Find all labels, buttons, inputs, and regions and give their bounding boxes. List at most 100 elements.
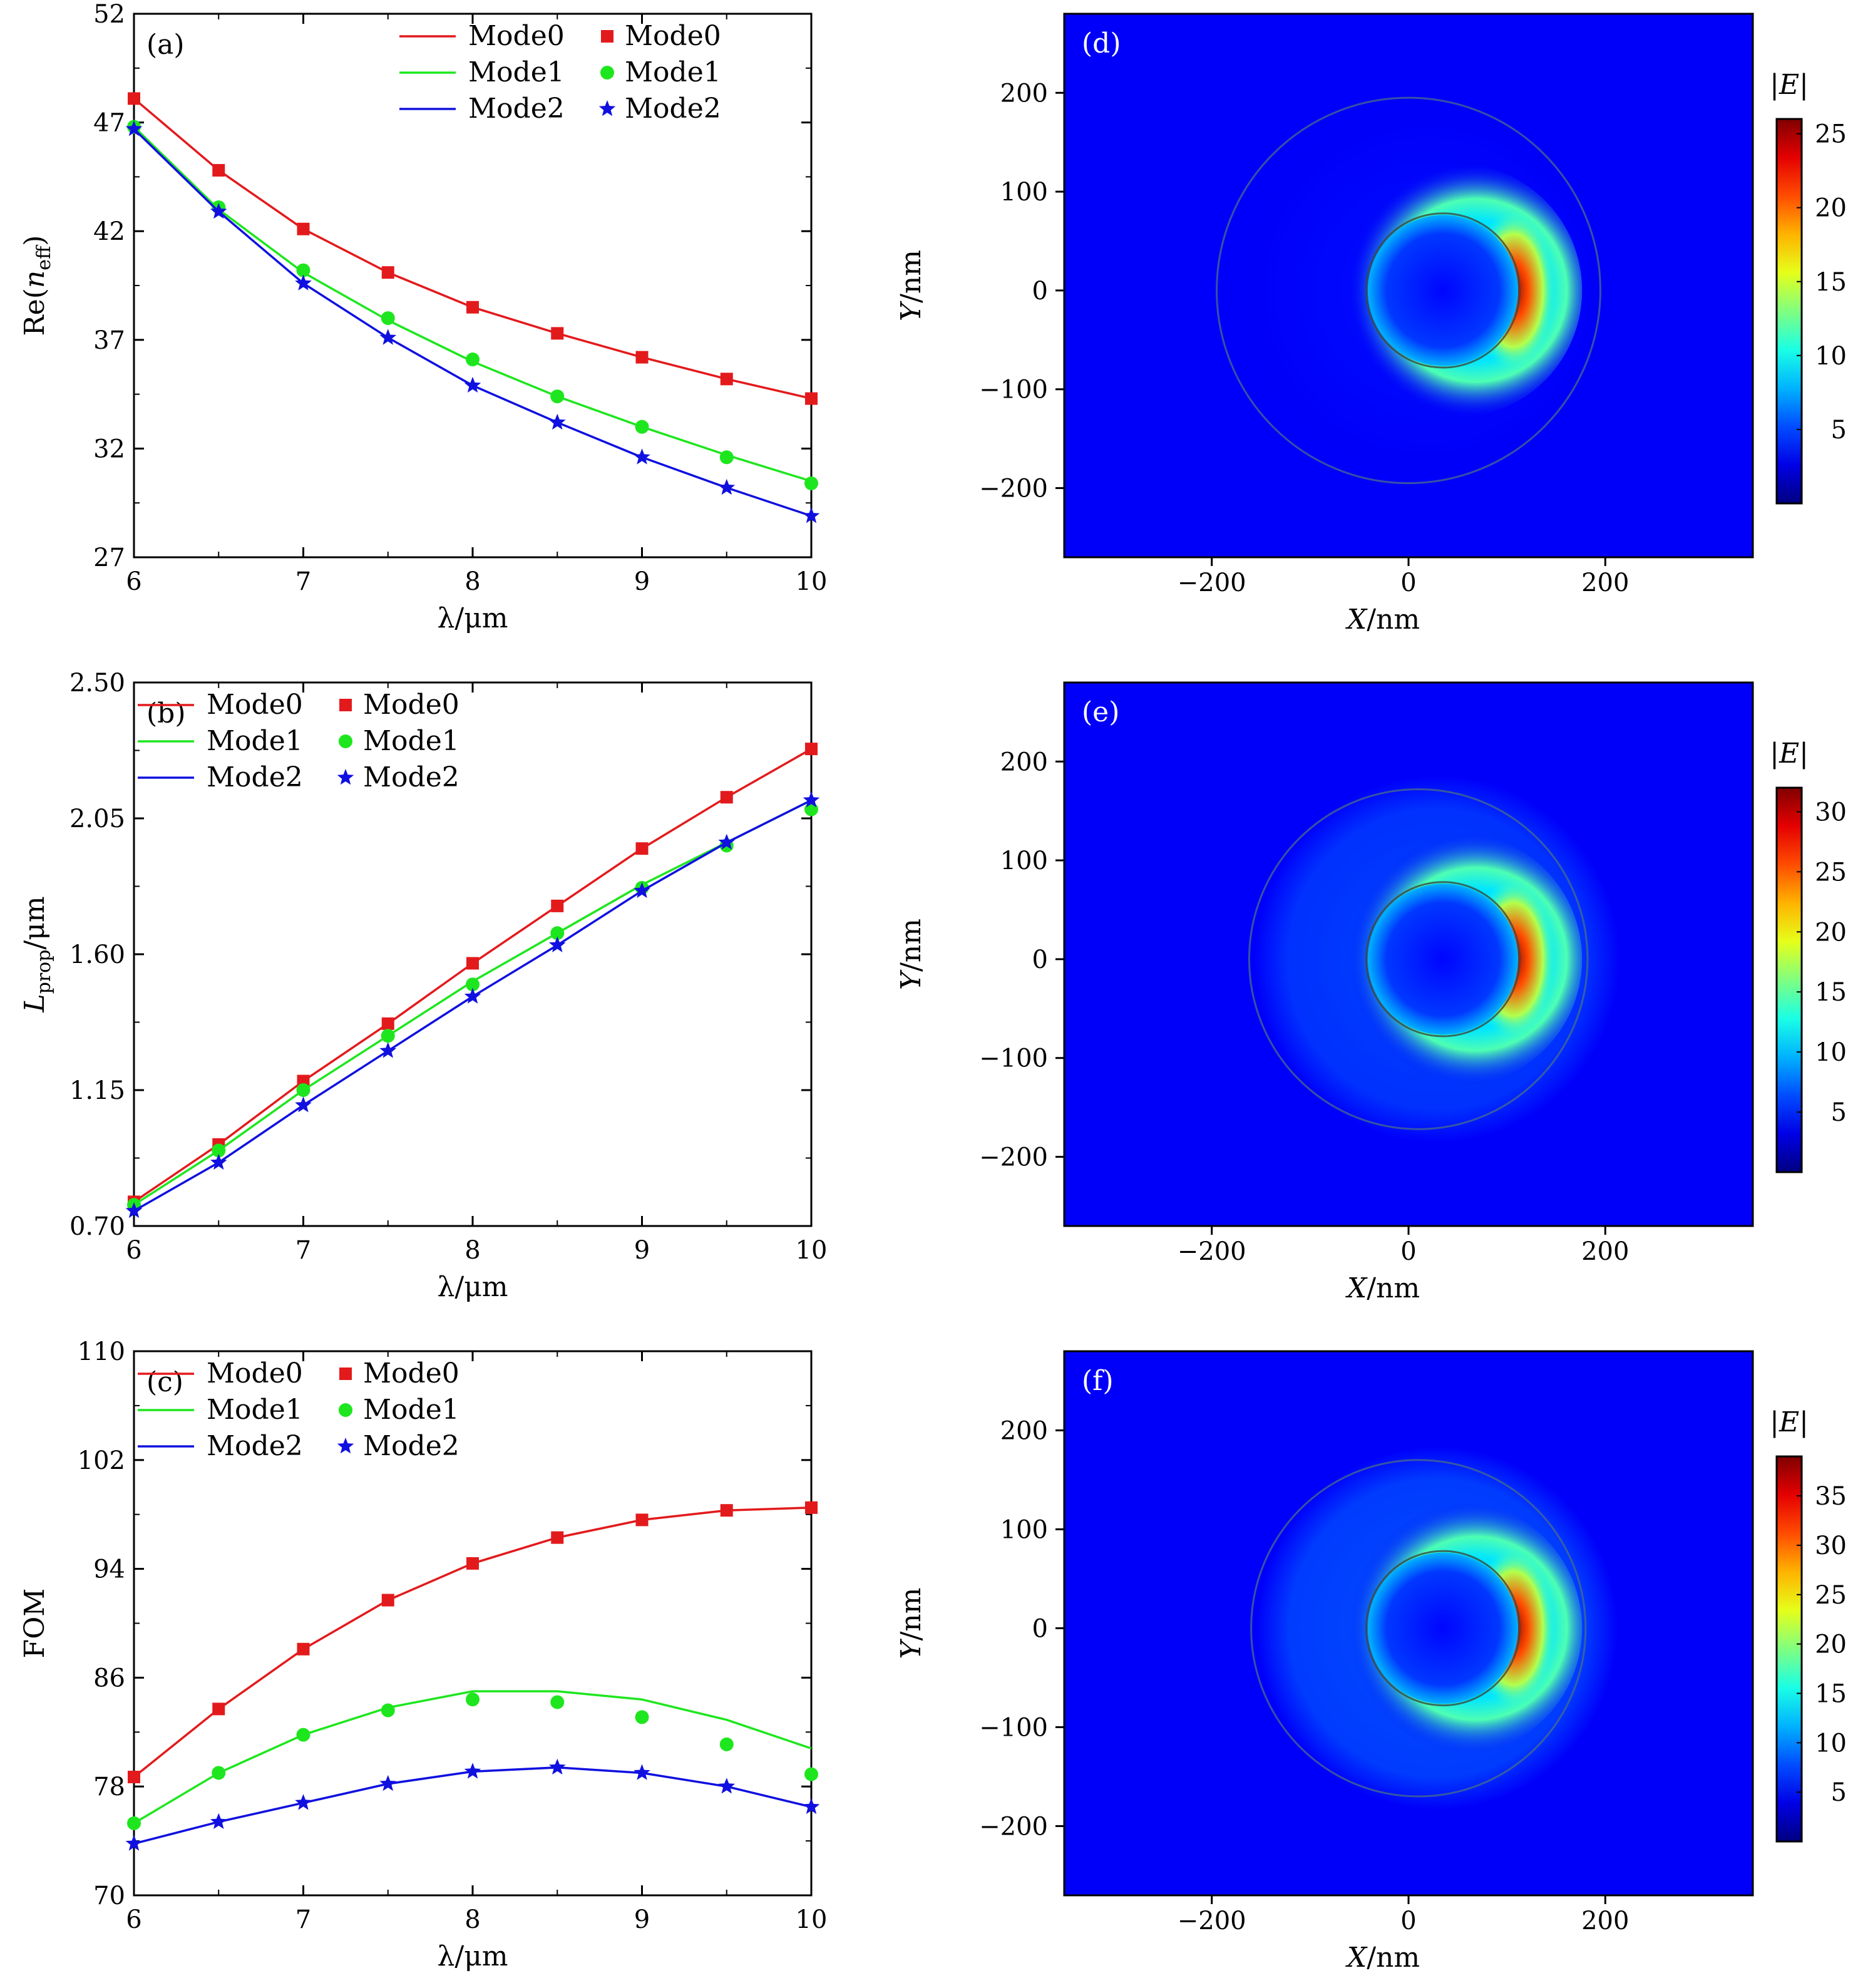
panel-label: (e) [1082,696,1119,728]
marker-star-mode2 [803,1798,820,1815]
line-panel-1: 6 7 8 9 10 0.70 1.15 1.60 2.05 2.50 λ/μm Lprop/μm (b… [19,669,827,1303]
x-axis-label: X/nm [1345,604,1420,636]
marker-square-mode0 [720,791,733,804]
x-tick-label: 10 [796,1236,828,1265]
legend-line-label: Mode2 [207,761,303,793]
marker-square-mode0 [551,1531,564,1544]
legend-marker-swatch [339,1403,352,1417]
x-tick-label: 200 [1581,569,1629,597]
marker-square-mode0 [720,373,733,386]
x-tick-label: 10 [796,1905,828,1934]
colorbar-tick-label: 25 [1815,1581,1847,1610]
colorbar-title: |E| [1770,1406,1809,1438]
marker-star-mode2 [803,791,820,808]
series-line-mode2 [133,128,812,517]
marker-star-mode2 [125,120,143,136]
legend-line-label: Mode0 [468,20,565,52]
y-tick-label: −200 [979,1812,1048,1841]
legend-marker-swatch [337,1438,354,1454]
marker-star-mode2 [718,1778,736,1794]
y-tick-label: 42 [93,217,125,246]
legend-line-label: Mode0 [207,1357,303,1389]
x-axis-label: λ/μm [437,602,508,634]
marker-star-mode2 [634,882,650,899]
marker-star-mode2 [295,1096,312,1113]
x-tick-label: −200 [1178,1907,1246,1935]
y-axis-label: Lprop/μm [19,896,55,1012]
marker-square-mode0 [805,392,818,405]
marker-square-mode0 [635,842,649,855]
legend-marker-label: Mode2 [363,761,459,793]
colorbar-tick-label: 35 [1815,1482,1847,1511]
legend-marker-swatch [601,30,613,43]
marker-square-mode0 [381,1017,394,1030]
colorbar-tick-label: 5 [1831,1098,1847,1127]
heatmap-panel-5: −200 0 200 −200 −100 0 100 200 X/nm Y/nm (f) 5 10 15 2… [895,1350,1847,1974]
marker-circle-mode1 [466,1692,480,1707]
y-tick-label: 1.60 [69,940,125,969]
y-tick-label: −200 [979,1143,1048,1172]
marker-star-mode2 [379,1042,397,1058]
marker-square-mode0 [720,1504,733,1517]
marker-circle-mode1 [212,1766,226,1780]
marker-circle-mode1 [466,353,480,367]
marker-square-mode0 [466,301,479,314]
legend-marker-label: Mode1 [363,725,459,757]
heatmap-panel-3: −200 0 200 −200 −100 0 100 200 X/nm Y/nm (d) 5 10 15 2… [895,13,1847,636]
marker-square-mode0 [635,351,649,364]
x-tick-label: 6 [126,1905,141,1934]
colorbar-tick-label: 10 [1815,1038,1847,1067]
legend-marker-swatch [337,769,354,785]
y-tick-label: 100 [1000,1515,1048,1544]
marker-circle-mode1 [804,476,818,490]
panel-label: (b) [146,698,186,729]
marker-square-mode0 [381,1594,394,1607]
marker-star-mode2 [548,1758,566,1775]
marker-circle-mode1 [212,1143,226,1158]
marker-square-mode0 [128,1770,140,1783]
panel-label: (c) [146,1366,183,1398]
y-axis-label: FOM [19,1589,51,1659]
x-tick-label: 0 [1400,569,1416,597]
outer-ring-boundary [1216,96,1601,485]
legend-line-label: Mode0 [207,689,303,721]
x-tick-label: 9 [634,1236,650,1265]
series-line-mode2 [133,799,812,1212]
colorbar-tick-label: 20 [1815,1630,1847,1659]
marker-square-mode0 [128,92,140,105]
marker-square-mode0 [212,163,225,177]
y-axis-label: Y/nm [895,919,927,990]
marker-circle-mode1 [550,389,565,404]
x-tick-label: 200 [1581,1907,1629,1935]
x-tick-label: 6 [126,567,141,596]
marker-square-mode0 [551,327,564,340]
y-tick-label: 200 [1000,1416,1048,1445]
marker-star-mode2 [548,936,566,952]
y-tick-label: 47 [93,109,125,138]
y-axis-label: Re(neff) [19,235,55,336]
marker-star-mode2 [295,274,312,291]
field-map [1064,14,1753,557]
legend-marker-label: Mode1 [363,1394,459,1426]
series-line-mode1 [133,799,812,1206]
legend-line-label: Mode2 [468,93,565,125]
marker-circle-mode1 [719,450,734,465]
x-tick-label: −200 [1178,1237,1246,1266]
x-tick-label: 8 [465,567,480,596]
field-map [1064,682,1753,1226]
marker-circle-mode1 [719,1737,734,1751]
x-tick-label: 8 [465,1236,480,1265]
marker-circle-mode1 [127,1816,141,1830]
marker-star-mode2 [634,448,650,465]
inner-ring-boundary [1365,212,1521,369]
colorbar-tick-label: 15 [1815,1679,1847,1708]
y-tick-label: 52 [93,0,125,29]
marker-star-mode2 [464,376,481,393]
x-tick-label: 200 [1581,1237,1629,1266]
marker-circle-mode1 [381,1703,395,1718]
legend-marker-swatch [339,1367,352,1380]
y-tick-label: 200 [1000,79,1048,108]
x-tick-label: 9 [634,1905,650,1934]
marker-star-mode2 [379,329,397,345]
